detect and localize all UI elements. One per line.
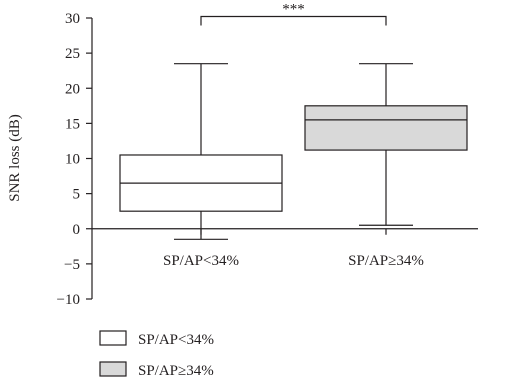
legend-label: SP/AP≥34%	[138, 363, 214, 379]
boxes	[119, 63, 468, 240]
y-tick-label: 10	[65, 152, 80, 168]
y-tick-label: −10	[57, 292, 80, 308]
y-axis-label: SNR loss (dB)	[7, 114, 23, 202]
legend-swatch	[99, 361, 127, 377]
y-axis: −10 −5 0 5 10 15 20 25 30	[57, 11, 93, 308]
y-tick-label: 0	[73, 222, 81, 238]
box-1	[119, 63, 283, 240]
x-axis: SP/AP<34% SP/AP≥34%	[92, 228, 478, 269]
y-tick-label: 20	[65, 81, 80, 97]
legend-entry: SP/AP<34%	[99, 330, 214, 348]
bracket-line	[200, 15, 387, 26]
y-tick-label: 5	[73, 187, 81, 203]
legend-entry: SP/AP≥34%	[99, 361, 214, 379]
legend-label: SP/AP<34%	[138, 332, 214, 348]
y-tick-label: 25	[65, 46, 80, 62]
significance-label: ***	[282, 2, 305, 18]
y-tick-label: 15	[65, 116, 80, 132]
box-2	[304, 63, 468, 226]
legend: SP/AP<34% SP/AP≥34%	[99, 330, 214, 379]
y-tick-label: 30	[65, 11, 80, 27]
y-tick-label: −5	[64, 257, 80, 273]
significance-bracket: ***	[200, 2, 387, 26]
legend-swatch	[99, 330, 127, 346]
iqr-box	[304, 105, 468, 151]
x-tick-label: SP/AP<34%	[163, 253, 239, 269]
x-tick-label: SP/AP≥34%	[348, 253, 424, 269]
